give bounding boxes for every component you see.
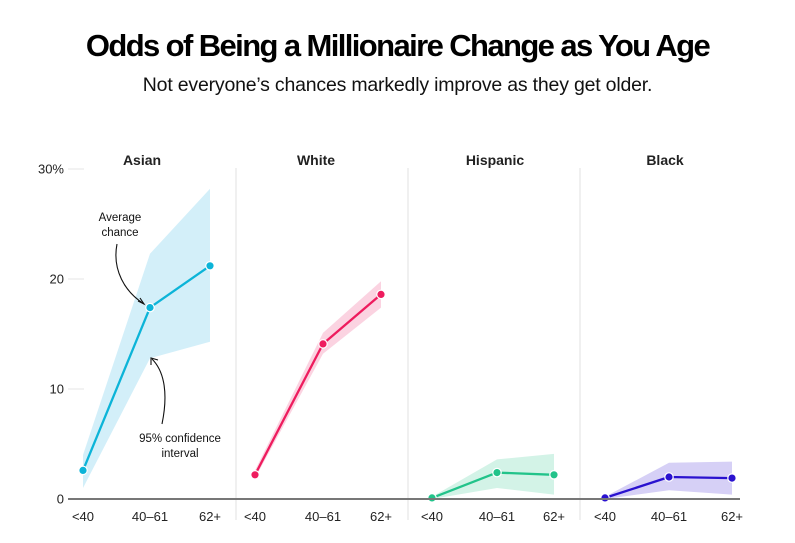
confidence-band bbox=[83, 188, 210, 489]
chart-subtitle: Not everyone’s chances markedly improve … bbox=[142, 74, 653, 96]
x-tick-label: 62+ bbox=[721, 509, 743, 524]
arrow-head-icon bbox=[137, 297, 146, 306]
data-point bbox=[492, 467, 502, 478]
data-point bbox=[318, 339, 328, 349]
x-tick-label: 40–61 bbox=[651, 509, 687, 524]
y-tick-label: 20 bbox=[50, 272, 64, 287]
data-point bbox=[78, 465, 88, 476]
confidence-band bbox=[255, 281, 381, 479]
annotation-average-chance: Average chance bbox=[99, 212, 142, 239]
data-point bbox=[549, 469, 559, 480]
annotation-confidence-interval: 95% confidence interval bbox=[139, 433, 221, 460]
x-tick-label: <40 bbox=[72, 509, 94, 524]
panel-asian: Asian <40 40–61 62+ bbox=[72, 152, 221, 524]
x-tick-label: <40 bbox=[421, 509, 443, 524]
x-tick-label: 62+ bbox=[199, 509, 221, 524]
x-tick-label: 40–61 bbox=[305, 509, 341, 524]
x-tick-label: 62+ bbox=[370, 509, 392, 524]
panel-hispanic: Hispanic <40 40–61 62+ bbox=[421, 152, 565, 524]
x-tick-label: 62+ bbox=[543, 509, 565, 524]
data-point bbox=[727, 473, 737, 483]
data-point bbox=[664, 472, 674, 482]
panel-title: Asian bbox=[123, 152, 161, 168]
panel-title: White bbox=[297, 152, 335, 168]
panel-title: Black bbox=[646, 152, 684, 168]
annotation-arrow bbox=[151, 358, 166, 425]
annotation-arrow bbox=[115, 243, 145, 305]
data-point bbox=[376, 289, 386, 300]
y-tick-label: 30% bbox=[38, 162, 64, 177]
data-point bbox=[250, 469, 260, 480]
arrow-head-icon bbox=[150, 357, 159, 365]
x-tick-label: 40–61 bbox=[132, 509, 168, 524]
data-point bbox=[600, 493, 610, 503]
panel-title: Hispanic bbox=[466, 152, 525, 168]
panel-white: White <40 40–61 62+ bbox=[244, 152, 392, 524]
y-tick-label: 0 bbox=[57, 492, 64, 507]
confidence-band bbox=[432, 453, 554, 499]
chart-title: Odds of Being a Millionaire Change as Yo… bbox=[85, 28, 711, 63]
y-tick-label: 10 bbox=[50, 382, 64, 397]
data-point bbox=[205, 260, 215, 271]
x-tick-label: <40 bbox=[244, 509, 266, 524]
data-point bbox=[145, 302, 155, 313]
x-tick-label: <40 bbox=[594, 509, 616, 524]
data-point bbox=[427, 493, 437, 503]
panel-black: Black <40 40–61 62+ bbox=[594, 152, 743, 524]
x-tick-label: 40–61 bbox=[479, 509, 515, 524]
